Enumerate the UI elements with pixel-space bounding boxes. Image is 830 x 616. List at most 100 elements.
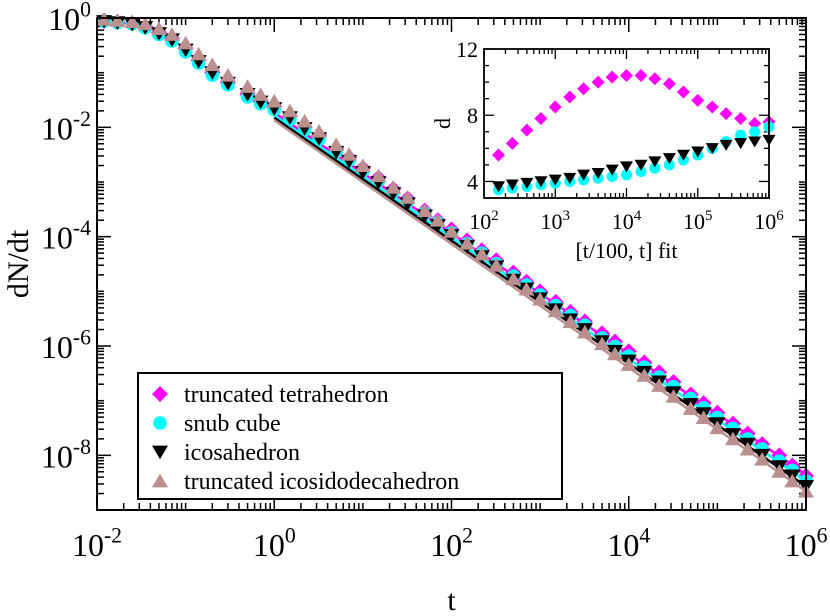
data-point (385, 180, 402, 194)
inset-data-point (748, 117, 762, 130)
data-point (459, 235, 476, 250)
inset-data-point (534, 112, 548, 126)
data-point (137, 16, 154, 31)
inset-data-point (605, 164, 619, 176)
inset-y-tick-label: 8 (467, 103, 478, 128)
legend: truncated tetrahedron snub cube icosahedro… (137, 372, 563, 500)
data-point (724, 431, 741, 446)
data-point (620, 357, 637, 371)
y-tick-label: 10-2 (41, 107, 91, 146)
data-point (505, 271, 522, 286)
data-point (594, 336, 611, 351)
inset-data-point (676, 85, 690, 99)
inset-x-axis-label: [t/100, t] fit (575, 238, 677, 263)
inset-data-point (620, 68, 633, 82)
data-point (709, 420, 726, 435)
inset-data-point (634, 68, 648, 82)
data-point (682, 401, 699, 415)
inset-data-point (635, 165, 647, 178)
data-point (695, 410, 712, 425)
data-point (341, 147, 358, 161)
data-point (219, 67, 236, 82)
data-point (488, 258, 505, 272)
data-point (547, 303, 564, 318)
x-tick-label: 10-2 (72, 524, 122, 563)
inset-data-point (719, 139, 733, 151)
inset-y-tick-label: 4 (467, 169, 478, 194)
data-point (311, 123, 328, 138)
data-point (163, 27, 180, 41)
legend-marker (153, 416, 167, 430)
inset-x-tick-label: 103 (541, 208, 570, 234)
inset-data-point (691, 93, 705, 107)
data-point (328, 137, 345, 152)
inset-data-point (676, 149, 690, 161)
data-point (576, 324, 593, 339)
inset-plot: 102 103 104 105 106 4 8 12 [t/100, t] fit d (430, 37, 784, 263)
inset-y-tick-label: 12 (456, 37, 478, 62)
x-tick-label: 104 (607, 524, 650, 563)
inset-x-tick-label: 106 (754, 208, 784, 234)
data-point (532, 291, 549, 306)
inset-data-point (663, 159, 675, 171)
inset-x-tick-label: 104 (612, 208, 642, 234)
inset-data-point (705, 143, 719, 155)
data-point (252, 87, 269, 101)
inset-data-point (662, 153, 676, 165)
data-point (665, 389, 682, 403)
inset-data-point (577, 169, 591, 181)
data-point (473, 246, 490, 261)
data-point (204, 57, 221, 72)
data-point (266, 94, 283, 108)
inset-data-point (620, 161, 633, 173)
inset-data-point (520, 123, 534, 137)
legend-box (137, 372, 563, 500)
y-tick-label: 100 (48, 0, 91, 37)
data-point (109, 13, 126, 27)
inset-data-point (534, 176, 548, 188)
data-point (518, 281, 535, 296)
data-point (190, 46, 207, 61)
inset-data-point (505, 136, 519, 150)
inset-data-point (749, 126, 761, 138)
inset-data-point (563, 90, 577, 104)
inset-data-point (734, 138, 748, 150)
data-point (651, 378, 668, 392)
data-point (281, 103, 298, 118)
data-point (296, 113, 313, 128)
inset-data-point (505, 179, 519, 191)
inset-y-axis-label: d (430, 118, 455, 129)
data-point (784, 473, 801, 488)
inset-data-point (548, 100, 562, 114)
legend-item: truncated icosidodecahedron (152, 469, 459, 495)
y-axis-label: dN/dt (2, 229, 35, 298)
y-tick-label: 10-4 (41, 216, 91, 255)
inset-data-point (648, 156, 662, 168)
data-point (150, 21, 167, 35)
data-point (416, 203, 433, 217)
inset-data-point (734, 112, 748, 126)
legend-item: snub cube (153, 411, 281, 437)
legend-label: icosahedron (184, 440, 300, 466)
data-point (562, 314, 579, 328)
data-point (607, 346, 624, 361)
inset-data-point (577, 82, 591, 96)
legend-label: truncated tetrahedron (184, 382, 389, 408)
inset-data-point (691, 146, 705, 158)
legend-label: snub cube (184, 411, 281, 437)
inset-data-point (735, 129, 747, 141)
inset-data-point (648, 72, 662, 86)
data-point (370, 168, 387, 183)
inset-x-tick-label: 102 (469, 208, 498, 234)
inset-data-point (620, 169, 633, 181)
inset-data-point (605, 70, 619, 84)
data-point (771, 464, 788, 478)
inset-data-point (591, 167, 605, 180)
x-tick-label: 106 (785, 524, 828, 563)
inset-x-tick-label: 105 (683, 208, 712, 234)
legend-item: truncated tetrahedron (152, 382, 389, 408)
legend-marker (152, 473, 168, 488)
y-tick-label: 10-6 (41, 326, 91, 365)
legend-marker (152, 445, 168, 460)
